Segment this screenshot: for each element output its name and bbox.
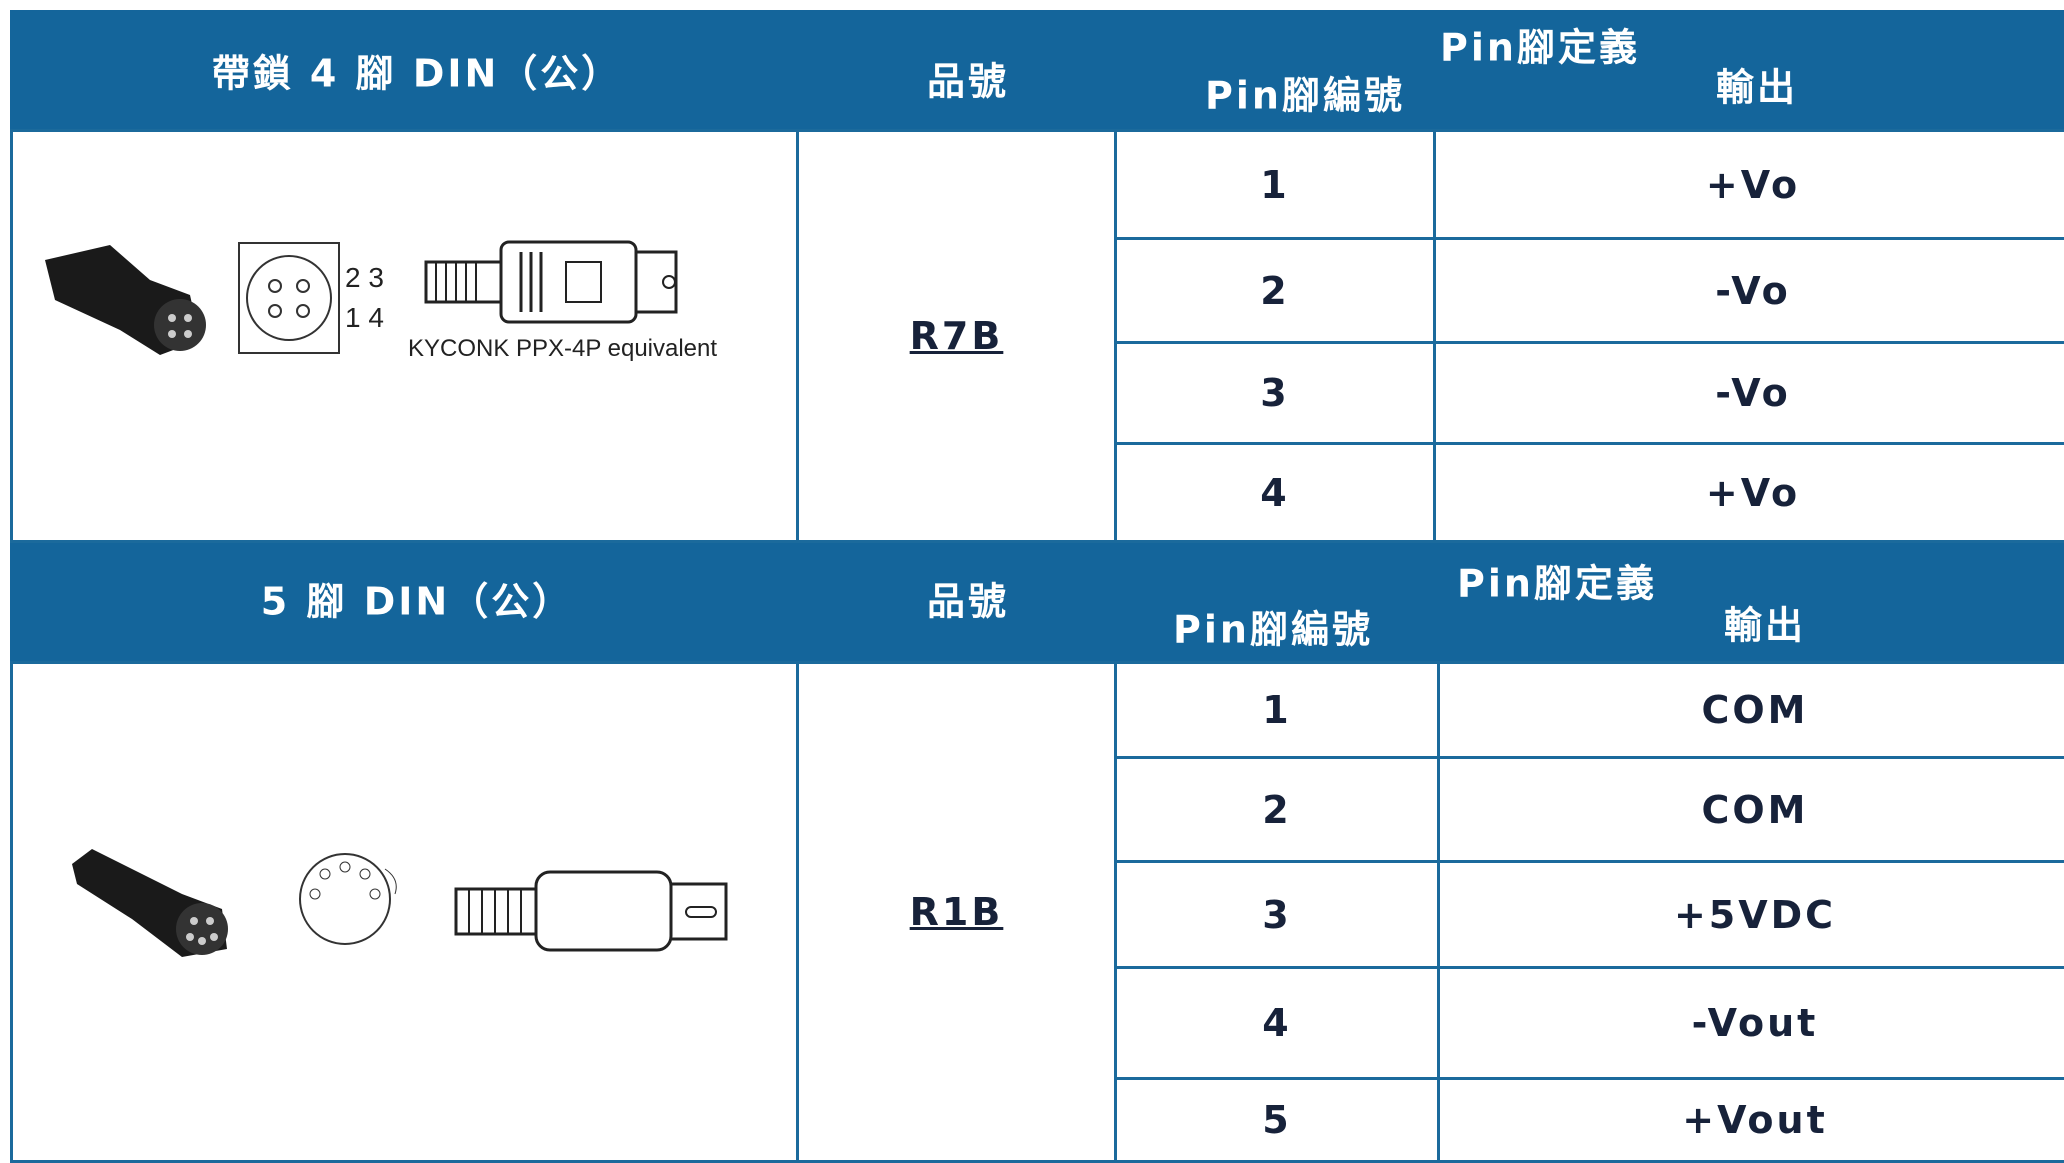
header-part-no: 品號	[926, 59, 1010, 104]
part-number-cell: R7B	[796, 129, 1117, 543]
pin-face-drawing	[299, 853, 397, 945]
part-number: R7B	[909, 314, 1004, 358]
pin-output: -Vout	[1437, 966, 2064, 1080]
pin-output: COM	[1437, 756, 2064, 863]
header-connector: 帶鎖 4 腳 DIN（公）	[211, 51, 623, 96]
pin-number: 4	[1114, 966, 1440, 1080]
pin-output: +Vo	[1433, 442, 2064, 543]
pin-output: +Vo	[1433, 129, 2064, 240]
pin-output: -Vo	[1433, 341, 2064, 445]
side-drawing	[454, 870, 728, 952]
header-output: 輸出	[1723, 603, 1807, 648]
header-pin-def: Pin腳定義	[1440, 25, 1640, 70]
pin-number: 1	[1114, 129, 1436, 240]
pin-number: 2	[1114, 756, 1440, 863]
connector-image-cell	[10, 129, 799, 543]
header-row	[10, 540, 2064, 661]
header-row	[10, 10, 2064, 129]
plug-photo	[45, 245, 206, 355]
header-pin-def: Pin腳定義	[1457, 561, 1657, 606]
plug-photo	[72, 849, 228, 957]
pin-number: 2	[1114, 237, 1436, 344]
part-number: R1B	[909, 890, 1004, 934]
pin-output: +Vout	[1437, 1077, 2064, 1163]
header-pin-no: Pin腳編號	[1205, 73, 1405, 118]
pin-number: 4	[1114, 442, 1436, 543]
pin-number: 5	[1114, 1077, 1440, 1163]
part-number-cell: R1B	[796, 661, 1117, 1163]
header-pin-no: Pin腳編號	[1173, 607, 1373, 652]
pin-number: 1	[1114, 661, 1440, 759]
header-output: 輸出	[1715, 65, 1799, 110]
pin-output: -Vo	[1433, 237, 2064, 344]
side-drawing	[424, 240, 678, 324]
pin-output: COM	[1437, 661, 2064, 759]
header-connector: 5 腳 DIN（公）	[260, 579, 574, 624]
header-part-no: 品號	[926, 579, 1010, 624]
pin-output: +5VDC	[1437, 860, 2064, 969]
pin-label: 2 3	[345, 262, 384, 293]
image-caption: KYCONK PPX-4P equivalent	[408, 335, 718, 362]
pin-number: 3	[1114, 860, 1440, 969]
pin-number: 3	[1114, 341, 1436, 445]
pin-face-drawing	[238, 242, 340, 354]
pin-label: 1 4	[345, 302, 384, 333]
